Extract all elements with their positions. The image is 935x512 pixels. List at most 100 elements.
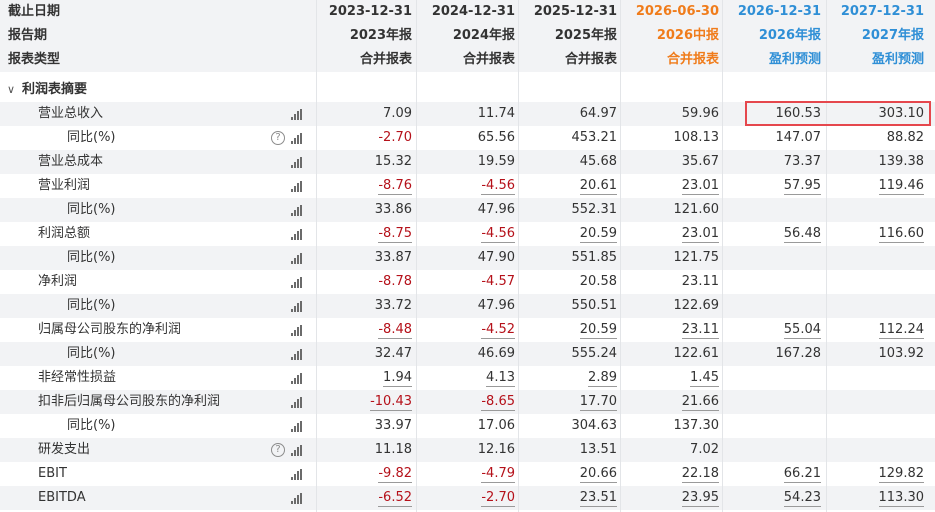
value-cell: 13.51 [521, 438, 617, 462]
value-cell: 21.66 [623, 390, 719, 414]
value-text: -6.52 [378, 490, 412, 507]
bar-chart-icon[interactable] [291, 301, 302, 312]
value-cell: 23.51 [521, 486, 617, 510]
value-text: 33.87 [374, 250, 412, 265]
table-row: 同比(%) 32.47 46.69 555.24 122.61 167.28 103.92 [0, 342, 935, 366]
value-cell: 23.01 [623, 174, 719, 198]
bar-chart-icon[interactable] [291, 493, 302, 504]
value-text: 303.10 [878, 106, 925, 121]
value-text: 119.46 [878, 178, 924, 195]
value-text: 122.69 [673, 298, 720, 313]
value-text: 108.13 [673, 130, 720, 145]
value-cell [725, 414, 821, 438]
value-cell: 1.94 [316, 366, 412, 390]
bar-chart-icon[interactable] [291, 421, 302, 432]
header-cell: 2026-06-30 [635, 4, 719, 19]
value-text: 551.85 [571, 250, 618, 265]
value-cell [828, 414, 924, 438]
value-text: 147.07 [775, 130, 822, 145]
value-cell: 11.18 [316, 438, 412, 462]
value-cell [828, 270, 924, 294]
value-cell: 108.13 [623, 126, 720, 150]
table-row: 同比(%)? -2.70 65.56 453.21 108.13 147.07 88.82 [0, 126, 935, 150]
row-label: 营业利润 [38, 178, 91, 193]
value-cell: 4.13 [419, 366, 515, 390]
value-cell [828, 294, 924, 318]
value-cell [725, 390, 821, 414]
value-cell: 47.96 [419, 198, 515, 222]
table-row: 净利润 -8.78 -4.57 20.58 23.11 [0, 270, 935, 294]
value-text: 122.61 [673, 346, 720, 361]
bar-chart-icon[interactable] [291, 445, 302, 456]
value-text: 4.13 [486, 370, 515, 387]
header-cell: 2024-12-31 [431, 4, 515, 19]
value-text: -4.56 [481, 226, 515, 243]
header-row: 截止日期 2023-12-31 2024-12-31 2025-12-31 2026-0… [0, 0, 935, 24]
bar-chart-icon[interactable] [291, 133, 302, 144]
help-icon[interactable]: ? [271, 131, 285, 145]
value-text: 116.60 [878, 226, 924, 243]
value-text: 33.97 [374, 418, 412, 433]
value-cell: -2.70 [419, 486, 515, 510]
value-cell: 303.10 [828, 102, 925, 126]
header-label: 截止日期 [8, 4, 61, 19]
value-cell: 552.31 [521, 198, 618, 222]
value-cell: 2.89 [521, 366, 617, 390]
value-cell: 119.46 [828, 174, 924, 198]
bar-chart-icon[interactable] [291, 373, 302, 384]
header-cell: 2023-12-31 [328, 4, 412, 19]
bar-chart-icon[interactable] [291, 181, 302, 192]
value-cell: 33.87 [316, 246, 412, 270]
value-text: 56.48 [783, 226, 821, 243]
value-text: 17.70 [579, 394, 617, 411]
bar-chart-icon[interactable] [291, 469, 302, 480]
bar-chart-icon[interactable] [291, 277, 302, 288]
bar-chart-icon[interactable] [291, 253, 302, 264]
bar-chart-icon[interactable] [291, 205, 302, 216]
bar-chart-icon[interactable] [291, 109, 302, 120]
value-cell: 7.09 [316, 102, 412, 126]
collapse-chevron-icon[interactable]: ∨ [7, 83, 16, 96]
value-text: 59.96 [681, 106, 719, 121]
header-cell: 合并报表 [564, 52, 617, 67]
value-text: -2.70 [378, 130, 412, 145]
value-cell: -6.52 [316, 486, 412, 510]
value-cell: 122.61 [623, 342, 720, 366]
header-cell: 合并报表 [359, 52, 412, 67]
section-row[interactable]: ∨ 利润表摘要 [0, 78, 935, 102]
value-cell: 550.51 [521, 294, 618, 318]
value-text: 35.67 [681, 154, 719, 169]
row-label: EBIT [38, 466, 67, 481]
bar-chart-icon[interactable] [291, 325, 302, 336]
value-text: -9.82 [378, 466, 412, 483]
help-icon[interactable]: ? [271, 443, 285, 457]
header-cell: 2026-12-31 [737, 4, 821, 19]
row-label: 归属母公司股东的净利润 [38, 322, 182, 337]
bar-chart-icon[interactable] [291, 397, 302, 408]
value-text: 54.23 [783, 490, 821, 507]
value-text: 11.18 [374, 442, 412, 457]
bar-chart-icon[interactable] [291, 349, 302, 360]
value-cell: 103.92 [828, 342, 925, 366]
value-cell: 33.97 [316, 414, 412, 438]
bar-chart-icon[interactable] [291, 229, 302, 240]
value-cell: 137.30 [623, 414, 720, 438]
bar-chart-icon[interactable] [291, 157, 302, 168]
column-divider [316, 0, 317, 512]
value-cell: 55.04 [725, 318, 821, 342]
row-label: 同比(%) [67, 130, 116, 145]
value-text: 15.32 [374, 154, 412, 169]
value-cell: 33.72 [316, 294, 412, 318]
value-text: 20.61 [579, 178, 617, 195]
value-cell: 160.53 [725, 102, 822, 126]
value-text: 88.82 [886, 130, 924, 145]
header-row: 报告期 2023年报 2024年报 2025年报 2026中报 2026年报 2027年报 [0, 24, 935, 48]
value-cell [828, 198, 924, 222]
value-cell: 23.01 [623, 222, 719, 246]
row-label: 扣非后归属母公司股东的净利润 [38, 394, 221, 409]
value-cell: 20.59 [521, 318, 617, 342]
value-cell: -8.76 [316, 174, 412, 198]
value-text: -4.57 [481, 274, 515, 289]
value-text: -8.65 [481, 394, 515, 411]
value-cell: 23.11 [623, 318, 719, 342]
